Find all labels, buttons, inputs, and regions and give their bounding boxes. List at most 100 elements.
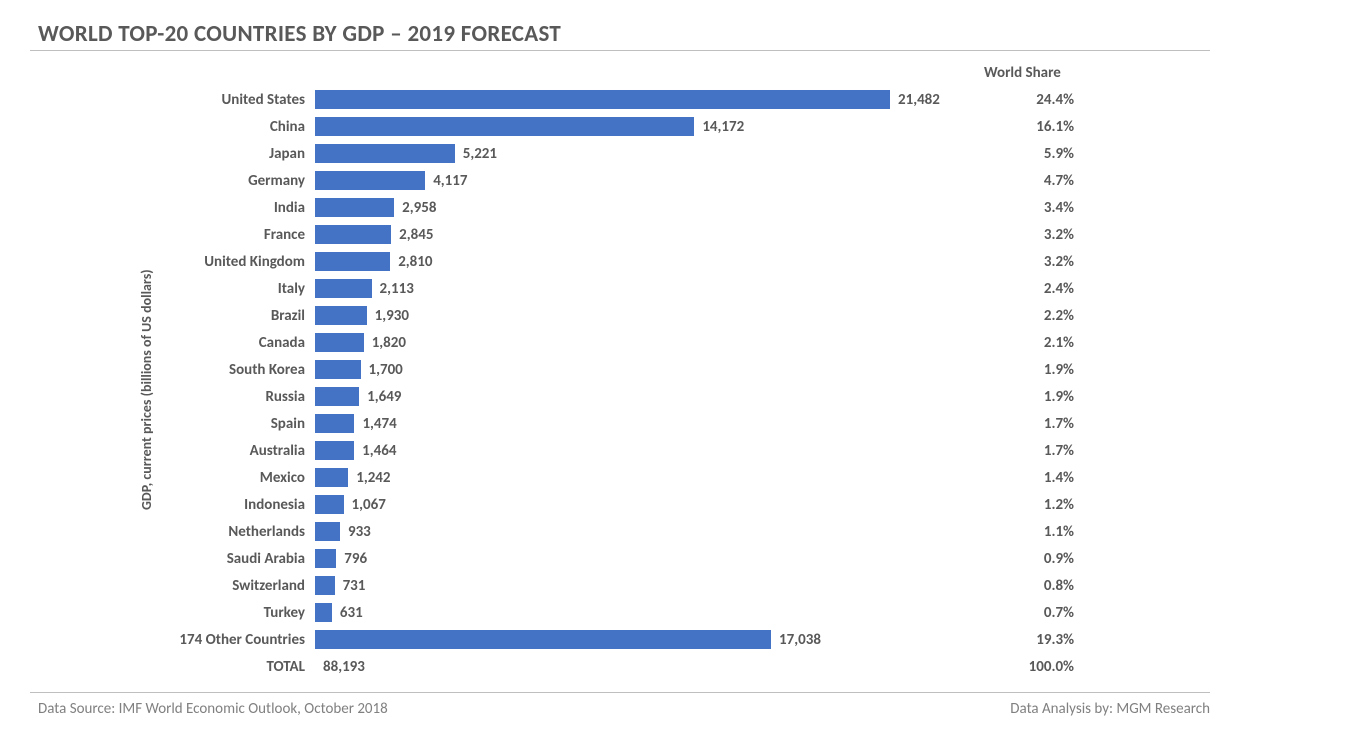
total-row: TOTAL88,193 xyxy=(160,653,1110,680)
bar-cell: 796 xyxy=(315,545,960,572)
category-label: 174 Other Countries xyxy=(160,631,315,649)
world-share-value: 1.7% xyxy=(1004,415,1074,433)
bar xyxy=(315,360,361,379)
world-share-value: 1.1% xyxy=(1004,523,1074,541)
world-share-value: 3.2% xyxy=(1004,226,1074,244)
bar-cell: 1,649 xyxy=(315,383,960,410)
category-label: Australia xyxy=(160,442,315,460)
world-share-value: 16.1% xyxy=(1004,118,1074,136)
bar xyxy=(315,90,890,109)
bar xyxy=(315,630,771,649)
bar xyxy=(315,252,390,271)
value-label: 21,482 xyxy=(898,91,940,109)
world-share-value: 2.2% xyxy=(1004,307,1074,325)
value-label: 17,038 xyxy=(779,631,821,649)
value-label: 1,930 xyxy=(375,307,409,325)
bar-row: Spain 1,474 xyxy=(160,410,1110,437)
world-share-value: 1.4% xyxy=(1004,469,1074,487)
bar xyxy=(315,468,348,487)
y-axis-label: GDP, current prices (billions of US doll… xyxy=(138,269,155,510)
category-label: Mexico xyxy=(160,469,315,487)
bar-row: India2,958 xyxy=(160,194,1110,221)
value-label: 1,649 xyxy=(367,388,401,406)
value-label: 1,067 xyxy=(352,496,386,514)
category-label: France xyxy=(160,226,315,244)
category-label: Netherlands xyxy=(160,523,315,541)
category-label: Brazil xyxy=(160,307,315,325)
value-label: 1,242 xyxy=(356,469,390,487)
bar-cell: 1,700 xyxy=(315,356,960,383)
bar-row: Brazil 1,930 xyxy=(160,302,1110,329)
category-label: Indonesia xyxy=(160,496,315,514)
bar-cell: 1,464 xyxy=(315,437,960,464)
category-label: Italy xyxy=(160,280,315,298)
world-share-value: 1.9% xyxy=(1004,361,1074,379)
value-label: 2,810 xyxy=(398,253,432,271)
footer-analysis: Data Analysis by: MGM Research xyxy=(1010,700,1210,718)
bar-cell: 2,845 xyxy=(315,221,960,248)
bar xyxy=(315,387,359,406)
bar-row: Japan5,221 xyxy=(160,140,1110,167)
bar-chart: United States21,482China14,172Japan5,221… xyxy=(160,86,1110,680)
bar-cell: 933 xyxy=(315,518,960,545)
bar xyxy=(315,603,332,622)
world-share-header: World Share xyxy=(984,64,1061,82)
bar-row: Russia 1,649 xyxy=(160,383,1110,410)
chart-frame: WORLD TOP-20 COUNTRIES BY GDP – 2019 FOR… xyxy=(0,0,1362,748)
bar xyxy=(315,414,354,433)
bar-cell: 1,820 xyxy=(315,329,960,356)
value-label: 1,474 xyxy=(362,415,396,433)
value-label: 2,113 xyxy=(380,280,414,298)
world-share-value: 2.1% xyxy=(1004,334,1074,352)
bar xyxy=(315,117,694,136)
value-label: 796 xyxy=(344,550,367,568)
bar-cell: 1,474 xyxy=(315,410,960,437)
bar xyxy=(315,279,372,298)
bar xyxy=(315,198,394,217)
value-label: 1,464 xyxy=(362,442,396,460)
bar-cell: 17,038 xyxy=(315,626,960,653)
category-label: United States xyxy=(160,91,315,109)
bar-row: Australia 1,464 xyxy=(160,437,1110,464)
value-label: 4,117 xyxy=(433,172,467,190)
category-label: Canada xyxy=(160,334,315,352)
bar-row: Turkey631 xyxy=(160,599,1110,626)
category-label: United Kingdom xyxy=(160,253,315,271)
footer-rule xyxy=(30,692,1210,693)
value-label: 1,700 xyxy=(369,361,403,379)
world-share-value: 0.7% xyxy=(1004,604,1074,622)
category-label: Japan xyxy=(160,145,315,163)
world-share-value: 0.8% xyxy=(1004,577,1074,595)
bar-cell: 1,242 xyxy=(315,464,960,491)
category-label: Turkey xyxy=(160,604,315,622)
category-label: Russia xyxy=(160,388,315,406)
world-share-value: 1.7% xyxy=(1004,442,1074,460)
bar-cell: 2,113 xyxy=(315,275,960,302)
bar xyxy=(315,441,354,460)
world-share-value: 2.4% xyxy=(1004,280,1074,298)
bar-row: South Korea1,700 xyxy=(160,356,1110,383)
bar-cell: 631 xyxy=(315,599,960,626)
bar xyxy=(315,225,391,244)
bar-row: Mexico 1,242 xyxy=(160,464,1110,491)
bar xyxy=(315,171,425,190)
value-label: 933 xyxy=(348,523,371,541)
category-label: China xyxy=(160,118,315,136)
world-share-value: 5.9% xyxy=(1004,145,1074,163)
bar-row: 174 Other Countries 17,038 xyxy=(160,626,1110,653)
category-label: Germany xyxy=(160,172,315,190)
bar xyxy=(315,144,455,163)
bar-row: Switzerland731 xyxy=(160,572,1110,599)
bar-row: Indonesia 1,067 xyxy=(160,491,1110,518)
bar-cell: 21,482 xyxy=(315,86,960,113)
world-share-value: 1.9% xyxy=(1004,388,1074,406)
category-label: Switzerland xyxy=(160,577,315,595)
category-label: TOTAL xyxy=(160,658,315,676)
world-share-total: 100.0% xyxy=(1004,658,1074,676)
category-label: Spain xyxy=(160,415,315,433)
value-label: 2,958 xyxy=(402,199,436,217)
bar-cell: 5,221 xyxy=(315,140,960,167)
chart-title: WORLD TOP-20 COUNTRIES BY GDP – 2019 FOR… xyxy=(38,20,561,48)
title-rule xyxy=(30,50,1210,51)
bar-cell: 1,930 xyxy=(315,302,960,329)
